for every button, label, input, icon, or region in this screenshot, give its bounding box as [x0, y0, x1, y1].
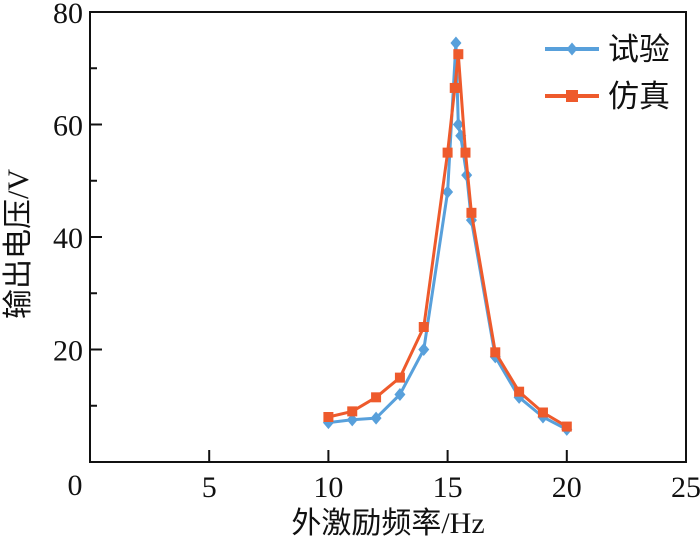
y-tick-label: 40 — [53, 222, 83, 255]
marker-diamond — [452, 118, 464, 131]
legend-marker-diamond — [566, 42, 578, 56]
marker-square — [418, 322, 429, 332]
y-axis-title: 输出电压/V — [2, 169, 35, 319]
legend-line-diamond-icon — [545, 42, 599, 56]
x-tick-label: 15 — [433, 471, 463, 504]
y-tick-label: 20 — [53, 335, 83, 368]
x-axis-title: 外激励频率/Hz — [291, 507, 485, 537]
legend-marker-square — [566, 90, 578, 102]
legend-item-simulation: 仿真 — [543, 75, 670, 117]
marker-square — [449, 82, 460, 93]
y-tick-label: 60 — [53, 110, 83, 143]
x-tick-label: 5 — [202, 471, 217, 504]
marker-square — [394, 372, 405, 383]
marker-square — [514, 386, 525, 397]
x-tick-label: 20 — [552, 471, 582, 504]
marker-square — [442, 147, 453, 158]
series-line-1 — [328, 52, 568, 428]
marker-square — [347, 406, 358, 417]
marker-square — [466, 207, 477, 218]
marker-diamond — [370, 411, 382, 425]
legend-label-experiment: 试验 — [608, 31, 670, 67]
origin-tick-label: 0 — [68, 469, 83, 502]
marker-square — [460, 147, 471, 158]
x-tick-label: 10 — [313, 471, 343, 504]
marker-square — [323, 412, 334, 422]
marker-square — [371, 392, 382, 403]
series-line-0 — [328, 41, 568, 431]
marker-diamond — [346, 413, 358, 427]
marker-diamond — [418, 343, 430, 356]
legend-label-simulation: 仿真 — [608, 78, 670, 114]
x-tick-label: 25 — [671, 471, 700, 504]
legend-item-experiment: 试验 — [543, 28, 670, 70]
y-tick-label: 80 — [53, 0, 83, 30]
marker-square — [561, 421, 572, 432]
marker-square — [537, 407, 548, 418]
marker-square — [453, 49, 464, 60]
marker-diamond — [442, 185, 454, 199]
legend-line-square-icon — [545, 90, 599, 102]
marker-diamond — [450, 36, 462, 50]
legend: 试验 仿真 — [543, 28, 670, 117]
marker-square — [490, 347, 501, 358]
marker-diamond — [394, 388, 406, 401]
